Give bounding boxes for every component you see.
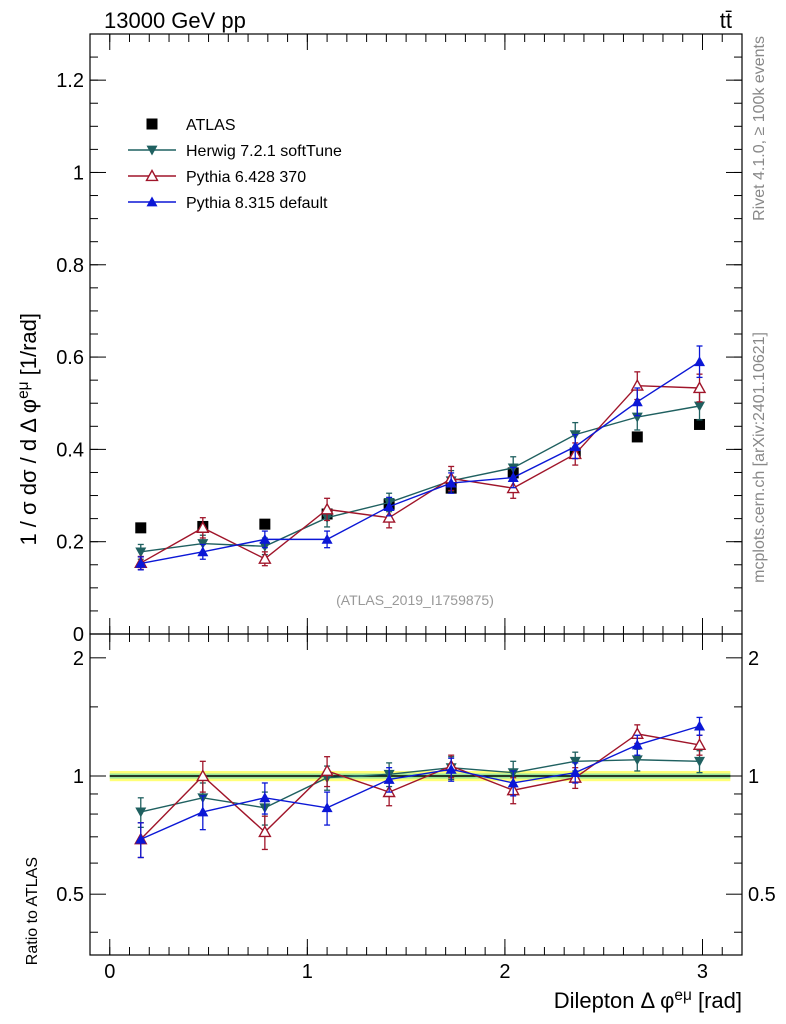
- ratio-line-pythia8: [140, 725, 700, 840]
- series-layer: [134, 345, 707, 859]
- source-label: mcplots.cern.ch [arXiv:2401.10621]: [751, 332, 768, 583]
- legend-marker: [146, 145, 158, 156]
- main-line-pythia8: [140, 361, 700, 565]
- legend-marker: [146, 196, 158, 207]
- legend-entry-pythia8: Pythia 8.315 default: [128, 195, 328, 212]
- ratio-point-pythia8: [321, 802, 333, 813]
- x-tick-label: 3: [697, 961, 708, 983]
- main-point-pythia8: [694, 356, 706, 367]
- energy-label: 13000 GeV pp: [104, 8, 246, 33]
- main-y-tick-label: 0.4: [56, 439, 84, 461]
- main-y-tick-label: 0.6: [56, 347, 84, 369]
- ratio-point-pythia8: [507, 777, 519, 788]
- main-point-pythia6: [382, 510, 396, 523]
- main-point-pythia8: [507, 472, 519, 482]
- ratio-point-pythia6: [692, 737, 707, 751]
- x-tick-label: 1: [302, 961, 313, 983]
- ratio-point-herwig: [631, 755, 643, 766]
- ratio-point-pythia8: [694, 720, 706, 731]
- main-point-herwig: [694, 401, 706, 412]
- plot-frames: [89, 33, 743, 956]
- legend: ATLAS Herwig 7.2.1 softTune Pythia 6.428 3…: [128, 117, 342, 212]
- rivet-label: Rivet 4.1.0, ≥ 100k events: [751, 36, 768, 221]
- ratio-point-pythia8: [197, 806, 209, 817]
- ratio-y-tick-label-right: 0.5: [748, 884, 776, 906]
- legend-label: ATLAS: [186, 117, 236, 134]
- main-y-axis-label: 1 / σ dσ / d Δ φeμ [1/rad]: [15, 313, 42, 546]
- axes-ticks: 0 0.2 0.4 0.6 0.8 1 1.2 0 1 2 3 0.5 0.5 1 1 2 2: [56, 34, 776, 983]
- ratio-series-pythia6: [134, 724, 707, 859]
- ratio-series-pythia8: [135, 716, 706, 859]
- main-y-tick-label: 1.2: [56, 70, 84, 92]
- main-y-tick-label: 0: [73, 624, 84, 646]
- main-point-pythia8: [383, 501, 395, 512]
- ratio-line-pythia6: [140, 733, 700, 840]
- ratio-y-tick-label-right: 1: [748, 766, 759, 788]
- main-point-atlas: [135, 522, 147, 534]
- x-tick-label: 0: [104, 961, 115, 983]
- main-point-pythia8: [259, 533, 271, 544]
- main-point-pythia8: [569, 441, 581, 452]
- main-y-tick-label: 0.2: [56, 532, 84, 554]
- x-axis-label: Dilepton Δ φeμ [rad]: [554, 987, 742, 1014]
- main-point-herwig: [135, 547, 147, 558]
- legend-entry-pythia6: Pythia 6.428 370: [128, 169, 306, 186]
- main-point-pythia6: [692, 381, 707, 394]
- ratio-panel-frame: [89, 633, 743, 956]
- main-series-pythia6: [134, 371, 707, 571]
- ratio-series-herwig: [135, 748, 706, 828]
- ratio-point-herwig: [135, 807, 147, 818]
- main-point-pythia6: [258, 551, 272, 564]
- main-point-pythia8: [135, 557, 147, 568]
- main-point-atlas: [259, 518, 271, 530]
- ratio-point-pythia8: [445, 763, 457, 774]
- legend-marker: [145, 169, 159, 182]
- ratio-point-herwig: [569, 756, 581, 767]
- ratio-y-tick-label: 2: [73, 648, 84, 670]
- ratio-y-tick-label-right: 2: [748, 648, 759, 670]
- ratio-y-tick-label: 1: [73, 766, 84, 788]
- ratio-point-herwig: [694, 756, 706, 767]
- main-point-pythia8: [321, 533, 333, 544]
- main-point-pythia8: [197, 546, 209, 557]
- main-point-pythia8: [445, 477, 457, 488]
- ratio-point-pythia8: [569, 767, 581, 778]
- legend-marker: [146, 118, 158, 130]
- ratio-y-axis-label: Ratio to ATLAS: [24, 857, 41, 965]
- ratio-y-tick-label: 0.5: [56, 884, 84, 906]
- main-point-atlas: [631, 431, 643, 443]
- ratio-point-pythia6: [320, 764, 334, 777]
- process-label: tt̄: [720, 8, 732, 33]
- main-point-pythia8: [631, 396, 643, 407]
- main-y-tick-label: 0.8: [56, 255, 84, 277]
- ratio-point-pythia6: [258, 825, 272, 838]
- main-line-pythia6: [140, 384, 700, 564]
- legend-label: Herwig 7.2.1 softTune: [186, 143, 342, 160]
- main-point-pythia6: [196, 520, 210, 533]
- ratio-point-pythia6: [196, 769, 210, 782]
- main-y-tick-label: 1: [73, 162, 84, 184]
- ratio-point-pythia8: [383, 773, 395, 784]
- main-point-atlas: [694, 418, 706, 430]
- analysis-label: (ATLAS_2019_I1759875): [336, 592, 494, 608]
- main-line-herwig: [140, 405, 700, 553]
- legend-entry-herwig: Herwig 7.2.1 softTune: [128, 143, 342, 160]
- legend-label: Pythia 6.428 370: [186, 169, 306, 186]
- ratio-point-pythia8: [631, 739, 643, 750]
- main-point-pythia6: [320, 502, 334, 515]
- legend-entry-atlas: ATLAS: [146, 117, 236, 134]
- main-series-atlas: [135, 418, 706, 534]
- ratio-point-pythia8: [135, 833, 147, 844]
- main-series-herwig: [135, 391, 706, 560]
- ratio-line-herwig: [140, 759, 700, 813]
- main-series-pythia8: [135, 345, 706, 571]
- x-tick-label: 2: [499, 961, 510, 983]
- ratio-point-pythia8: [259, 792, 271, 803]
- ratio-reference-band: [109, 770, 731, 782]
- legend-label: Pythia 8.315 default: [186, 195, 328, 212]
